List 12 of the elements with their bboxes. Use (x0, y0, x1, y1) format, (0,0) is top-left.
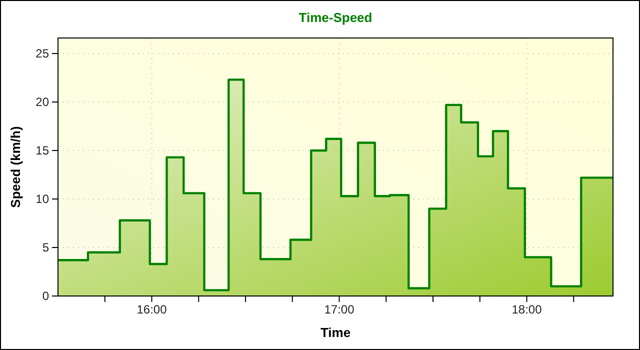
y-tick-label: 5 (42, 240, 50, 254)
x-tick-label: 16:00 (136, 302, 168, 317)
x-tick-label: 18:00 (512, 302, 542, 317)
y-tick-label: 25 (36, 46, 50, 60)
x-tick-label: 17:00 (324, 302, 355, 317)
y-tick-label: 10 (36, 192, 50, 206)
y-axis-title: Speed (km/h) (8, 126, 23, 208)
x-axis-title: Time (320, 325, 351, 340)
y-tick-label: 0 (42, 288, 50, 303)
y-tick-label: 15 (36, 143, 50, 158)
chart-title: Time-Speed (298, 10, 372, 25)
y-tick-label: 20 (36, 94, 50, 109)
